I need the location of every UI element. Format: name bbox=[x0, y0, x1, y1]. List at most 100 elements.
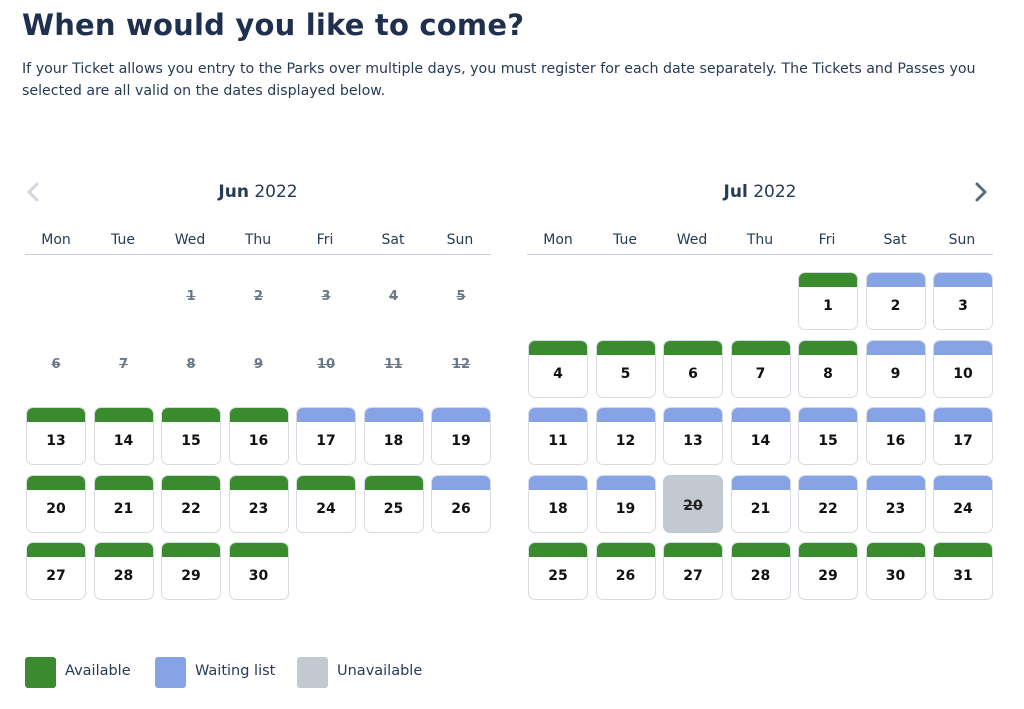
day-number: 28 bbox=[113, 568, 134, 584]
month-name: Jul bbox=[723, 182, 748, 202]
legend-label: Unavailable bbox=[337, 663, 423, 679]
day-available[interactable]: 29 bbox=[798, 542, 858, 600]
day-waiting[interactable]: 16 bbox=[865, 407, 926, 465]
status-bar bbox=[229, 408, 288, 422]
day-waiting[interactable]: 11 bbox=[528, 407, 588, 465]
day-available[interactable]: 25 bbox=[528, 542, 588, 600]
previous-month-button[interactable] bbox=[25, 181, 41, 203]
day-available[interactable]: 6 bbox=[663, 340, 723, 398]
day-available[interactable]: 27 bbox=[26, 542, 86, 600]
day-available[interactable]: 23 bbox=[228, 475, 289, 533]
day-waiting[interactable]: 15 bbox=[798, 407, 858, 465]
day-number: 26 bbox=[451, 501, 471, 517]
day-waiting[interactable]: 14 bbox=[730, 407, 791, 465]
day-waiting[interactable]: 26 bbox=[431, 475, 491, 533]
day-number: 23 bbox=[885, 501, 906, 517]
day-number: 8 bbox=[823, 366, 833, 382]
day-number: 24 bbox=[953, 501, 973, 517]
day-past: 1 bbox=[186, 289, 196, 304]
status-bar bbox=[866, 476, 925, 490]
day-waiting[interactable]: 24 bbox=[933, 475, 993, 533]
status-bar bbox=[866, 341, 925, 355]
weekday-mon: Mon bbox=[543, 232, 573, 248]
day-waiting[interactable]: 10 bbox=[933, 340, 993, 398]
status-bar bbox=[866, 273, 925, 287]
month-title: Jun 2022 bbox=[25, 180, 491, 204]
day-number: 29 bbox=[181, 568, 201, 584]
day-available[interactable]: 15 bbox=[161, 407, 221, 465]
day-waiting[interactable]: 18 bbox=[363, 407, 424, 465]
weekday-thu: Thu bbox=[746, 232, 774, 248]
day-number: 17 bbox=[953, 433, 973, 449]
day-waiting[interactable]: 17 bbox=[296, 407, 356, 465]
day-number: 14 bbox=[750, 433, 771, 449]
day-number: 21 bbox=[750, 501, 771, 517]
day-available[interactable]: 16 bbox=[228, 407, 289, 465]
status-bar bbox=[162, 543, 220, 557]
day-number: 16 bbox=[885, 433, 906, 449]
day-waiting[interactable]: 2 bbox=[865, 272, 926, 330]
month-year: 2022 bbox=[753, 182, 797, 202]
status-bar bbox=[596, 341, 655, 355]
status-bar bbox=[162, 476, 220, 490]
day-waiting[interactable]: 19 bbox=[595, 475, 656, 533]
day-available[interactable]: 21 bbox=[93, 475, 154, 533]
day-available[interactable]: 22 bbox=[161, 475, 221, 533]
day-available[interactable]: 24 bbox=[296, 475, 356, 533]
day-available[interactable]: 31 bbox=[933, 542, 993, 600]
day-available[interactable]: 28 bbox=[730, 542, 791, 600]
status-bar bbox=[866, 543, 925, 557]
weekday-sun: Sun bbox=[948, 232, 976, 248]
weekday-sat: Sat bbox=[381, 232, 405, 248]
status-bar bbox=[664, 341, 722, 355]
day-number: 17 bbox=[316, 433, 336, 449]
day-waiting[interactable]: 3 bbox=[933, 272, 993, 330]
day-waiting[interactable]: 12 bbox=[595, 407, 656, 465]
legend-swatch bbox=[25, 657, 56, 688]
month-title: Jul 2022 bbox=[527, 180, 993, 204]
day-number: 28 bbox=[750, 568, 771, 584]
status-bar bbox=[934, 476, 992, 490]
day-waiting[interactable]: 23 bbox=[865, 475, 926, 533]
day-available[interactable]: 1 bbox=[798, 272, 858, 330]
weekday-wed: Wed bbox=[676, 232, 708, 248]
chevron-right-icon bbox=[975, 182, 987, 202]
day-waiting[interactable]: 18 bbox=[528, 475, 588, 533]
day-available[interactable]: 4 bbox=[528, 340, 588, 398]
status-bar bbox=[664, 408, 722, 422]
status-bar bbox=[432, 476, 490, 490]
day-available[interactable]: 30 bbox=[228, 542, 289, 600]
weekday-tue: Tue bbox=[613, 232, 637, 248]
day-available[interactable]: 8 bbox=[798, 340, 858, 398]
day-waiting[interactable]: 17 bbox=[933, 407, 993, 465]
weekday-fri: Fri bbox=[818, 232, 836, 248]
day-available[interactable]: 30 bbox=[865, 542, 926, 600]
day-past: 9 bbox=[253, 357, 264, 372]
day-waiting[interactable]: 22 bbox=[798, 475, 858, 533]
day-available[interactable]: 5 bbox=[595, 340, 656, 398]
status-bar bbox=[799, 341, 857, 355]
day-past: 12 bbox=[451, 357, 471, 372]
day-available[interactable]: 20 bbox=[26, 475, 86, 533]
day-available[interactable]: 14 bbox=[93, 407, 154, 465]
day-waiting[interactable]: 9 bbox=[865, 340, 926, 398]
day-waiting[interactable]: 21 bbox=[730, 475, 791, 533]
day-available[interactable]: 25 bbox=[363, 475, 424, 533]
day-available[interactable]: 28 bbox=[93, 542, 154, 600]
legend-swatch bbox=[297, 657, 328, 688]
day-number: 27 bbox=[683, 568, 703, 584]
day-available[interactable]: 7 bbox=[730, 340, 791, 398]
day-waiting[interactable]: 13 bbox=[663, 407, 723, 465]
day-past: 7 bbox=[118, 357, 129, 372]
day-available[interactable]: 29 bbox=[161, 542, 221, 600]
day-number: 31 bbox=[953, 568, 973, 584]
status-bar bbox=[229, 476, 288, 490]
day-available[interactable]: 26 bbox=[595, 542, 656, 600]
day-past: 6 bbox=[51, 357, 61, 372]
day-available[interactable]: 27 bbox=[663, 542, 723, 600]
next-month-button[interactable] bbox=[973, 181, 989, 203]
status-bar bbox=[596, 408, 655, 422]
status-bar bbox=[934, 273, 992, 287]
day-available[interactable]: 13 bbox=[26, 407, 86, 465]
day-waiting[interactable]: 19 bbox=[431, 407, 491, 465]
